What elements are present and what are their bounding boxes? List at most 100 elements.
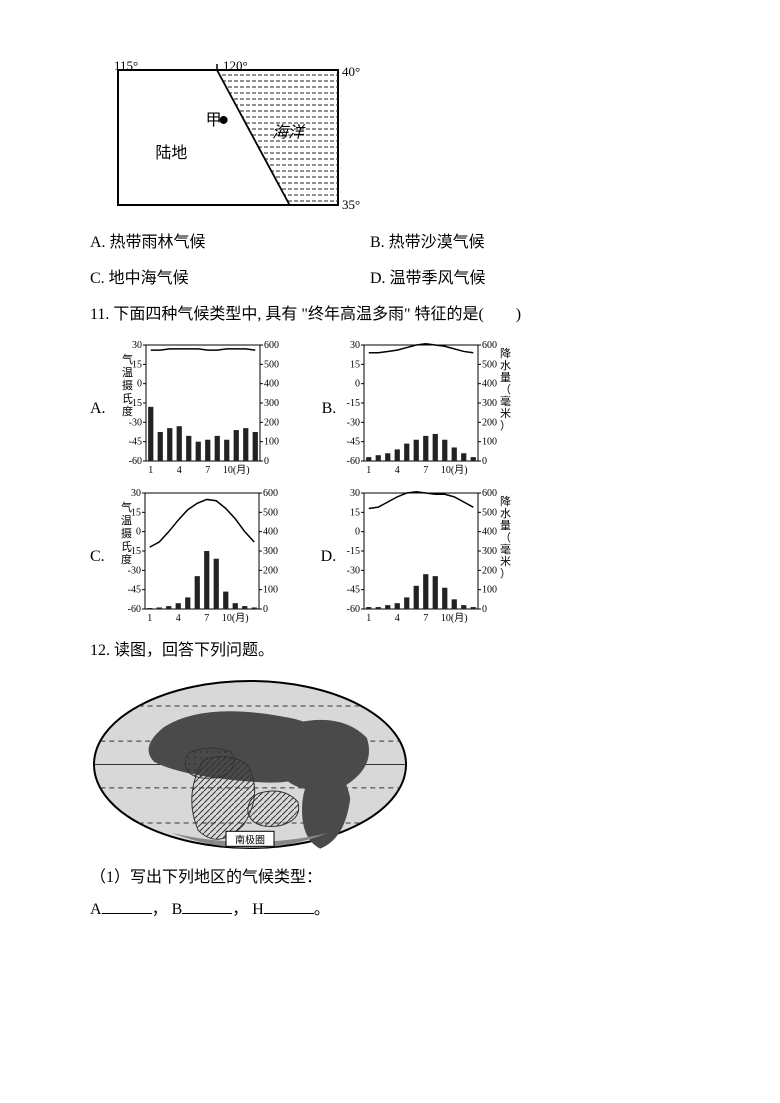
svg-text:600: 600 xyxy=(264,340,279,351)
chart-C-label: C. xyxy=(90,541,105,573)
option-C: C. 地中海气候 xyxy=(90,263,370,295)
world-map-container: 南极圈 xyxy=(90,677,690,852)
svg-text:（: （ xyxy=(500,531,511,544)
svg-text:30: 30 xyxy=(350,488,360,499)
svg-text:温: 温 xyxy=(121,514,132,527)
svg-text:度: 度 xyxy=(121,552,132,566)
q12-text: 12. 读图，回答下列问题。 xyxy=(90,635,690,667)
svg-text:-30: -30 xyxy=(347,565,360,576)
chart-A-item: A. 30150-15-30-45-6060050040030020010001… xyxy=(90,339,282,479)
svg-text:-60: -60 xyxy=(128,456,141,467)
svg-text:-30: -30 xyxy=(347,417,360,428)
svg-text:-45: -45 xyxy=(347,437,360,448)
svg-text:-15: -15 xyxy=(347,398,360,409)
svg-text:0: 0 xyxy=(264,456,269,467)
chart-A-label: A. xyxy=(90,393,106,425)
climate-chart-B: 30150-15-30-45-6060050040030020010001471… xyxy=(342,339,512,479)
q12-sub1: （1）写出下列地区的气候类型： xyxy=(90,862,690,894)
svg-text:7: 7 xyxy=(204,613,209,624)
svg-text:4: 4 xyxy=(175,613,180,624)
svg-text:10(月): 10(月) xyxy=(222,612,249,624)
svg-text:度: 度 xyxy=(122,404,133,418)
svg-text:南极圈: 南极圈 xyxy=(235,833,265,846)
chart-D-item: D. 30150-15-30-45-6060050040030020010001… xyxy=(321,487,513,627)
svg-text:0: 0 xyxy=(355,379,360,390)
svg-text:100: 100 xyxy=(264,437,279,448)
svg-text:米: 米 xyxy=(500,555,511,568)
svg-text:400: 400 xyxy=(482,527,497,538)
svg-text:-30: -30 xyxy=(127,565,140,576)
svg-text:200: 200 xyxy=(482,565,497,576)
svg-text:温: 温 xyxy=(122,366,133,379)
climate-chart-C: 30150-15-30-45-6060050040030020010001471… xyxy=(111,487,281,627)
svg-text:量: 量 xyxy=(500,519,511,532)
q12-fill-line: A， B， H。 xyxy=(90,894,690,926)
svg-text:10(月): 10(月) xyxy=(222,464,249,476)
svg-text:15: 15 xyxy=(132,359,142,370)
svg-text:300: 300 xyxy=(264,398,279,409)
svg-text:甲: 甲 xyxy=(206,112,222,129)
chart-C-item: C. 30150-15-30-45-6060050040030020010001… xyxy=(90,487,281,627)
svg-text:1: 1 xyxy=(366,613,371,624)
fill-H-label: H xyxy=(252,901,264,918)
world-climate-map: 南极圈 xyxy=(90,677,410,852)
q10-option-row-2: C. 地中海气候 D. 温带季风气候 xyxy=(90,263,690,295)
svg-text:毫: 毫 xyxy=(500,542,511,556)
svg-text:（: （ xyxy=(500,383,511,396)
svg-text:500: 500 xyxy=(263,507,278,518)
svg-text:降: 降 xyxy=(500,494,511,508)
svg-text:200: 200 xyxy=(264,417,279,428)
blank-B xyxy=(182,895,232,914)
svg-text:氏: 氏 xyxy=(121,540,132,553)
svg-text:0: 0 xyxy=(482,456,487,467)
svg-text:4: 4 xyxy=(395,613,400,624)
svg-text:600: 600 xyxy=(482,488,497,499)
svg-text:摄: 摄 xyxy=(121,526,132,540)
svg-text:0: 0 xyxy=(263,604,268,615)
svg-text:降: 降 xyxy=(500,346,511,360)
fill-end: 。 xyxy=(314,901,330,918)
svg-text:500: 500 xyxy=(482,507,497,518)
svg-text:300: 300 xyxy=(482,398,497,409)
svg-text:300: 300 xyxy=(482,546,497,557)
chart-D-label: D. xyxy=(321,541,337,573)
svg-text:200: 200 xyxy=(482,417,497,428)
svg-text:0: 0 xyxy=(482,604,487,615)
svg-text:15: 15 xyxy=(131,507,141,518)
svg-text:40°: 40° xyxy=(342,64,360,79)
chart-B-item: B. 30150-15-30-45-6060050040030020010001… xyxy=(322,339,513,479)
fill-B-label: B xyxy=(172,901,183,918)
svg-text:-60: -60 xyxy=(127,604,140,615)
svg-text:-60: -60 xyxy=(347,456,360,467)
svg-text:400: 400 xyxy=(264,379,279,390)
svg-text:30: 30 xyxy=(132,340,142,351)
svg-text:10(月): 10(月) xyxy=(441,612,468,624)
option-B: B. 热带沙漠气候 xyxy=(370,227,485,259)
svg-text:海洋: 海洋 xyxy=(272,124,306,142)
svg-text:7: 7 xyxy=(423,465,428,476)
svg-text:）: ） xyxy=(500,419,511,432)
fill-A-label: A xyxy=(90,901,102,918)
svg-text:水: 水 xyxy=(500,359,511,372)
chart-B-label: B. xyxy=(322,393,337,425)
svg-text:1: 1 xyxy=(147,613,152,624)
svg-text:-60: -60 xyxy=(347,604,360,615)
svg-text:7: 7 xyxy=(423,613,428,624)
svg-text:600: 600 xyxy=(263,488,278,499)
svg-text:500: 500 xyxy=(264,359,279,370)
blank-H xyxy=(264,895,314,914)
svg-text:0: 0 xyxy=(137,379,142,390)
svg-text:-45: -45 xyxy=(347,585,360,596)
svg-text:0: 0 xyxy=(355,527,360,538)
svg-text:氏: 氏 xyxy=(122,392,133,405)
svg-text:陆地: 陆地 xyxy=(155,144,187,162)
svg-text:-15: -15 xyxy=(347,546,360,557)
map-diagram-container: 甲陆地海洋115°120°40°35° xyxy=(90,60,690,223)
svg-text:500: 500 xyxy=(482,359,497,370)
option-A: A. 热带雨林气候 xyxy=(90,227,370,259)
svg-text:300: 300 xyxy=(263,546,278,557)
svg-text:-30: -30 xyxy=(128,417,141,428)
svg-text:毫: 毫 xyxy=(500,394,511,408)
svg-text:1: 1 xyxy=(148,465,153,476)
svg-text:100: 100 xyxy=(482,585,497,596)
